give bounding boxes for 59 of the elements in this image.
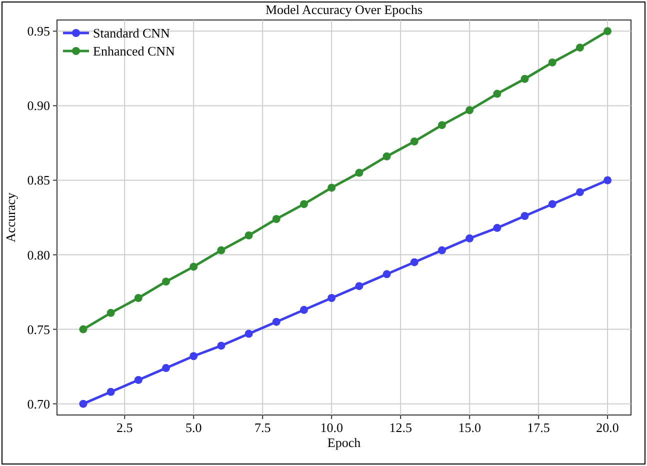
point [438,246,446,254]
point [162,278,170,286]
y-tick-label: 0.75 [27,322,50,337]
point [272,214,280,223]
point [410,137,418,146]
y-tick-label: 0.95 [27,24,50,39]
point [244,231,253,240]
point [217,342,226,350]
point [162,364,170,372]
point [272,318,280,326]
point [106,308,115,317]
point [355,168,364,177]
point [438,121,446,130]
point [548,200,556,208]
point [576,188,584,196]
point [466,106,474,114]
point [328,184,336,192]
x-tick-label: 10.0 [320,420,343,435]
point [355,282,364,290]
legend-label: Enhanced CNN [93,44,176,58]
x-tick-label: 2.5 [116,420,133,435]
point [382,270,391,278]
point [520,74,529,83]
point [300,306,308,314]
point [217,246,226,254]
point [106,388,115,396]
x-tick-label: 20.0 [596,420,619,435]
point [134,376,142,384]
x-tick-label: 15.0 [458,420,481,435]
point [134,294,142,302]
x-tick-label: 12.5 [389,420,412,435]
point [190,262,198,271]
legend-label: Standard CNN [93,26,171,40]
point [300,200,308,208]
point [604,176,612,184]
point [79,325,88,334]
point [493,90,502,98]
y-tick-label: 0.80 [27,247,50,262]
y-axis-title: Accuracy [3,192,18,242]
point [79,400,88,408]
point [328,294,336,302]
point [466,234,474,242]
point [190,352,198,360]
x-tick-label: 7.5 [254,420,271,435]
y-tick-label: 0.90 [27,98,50,114]
x-tick-label: 17.5 [527,420,550,435]
point [548,58,556,66]
point [520,212,529,220]
point [244,330,253,338]
point [604,27,612,36]
point [382,152,391,160]
x-tick-label: 5.0 [185,420,202,435]
chart-title: Model Accuracy Over Epochs [265,2,423,17]
point [410,258,418,266]
y-tick-label: 0.85 [27,172,50,188]
point [576,44,584,52]
x-axis-title: Epoch [327,435,362,450]
y-tick-label: 0.70 [27,396,50,412]
point [493,224,502,232]
